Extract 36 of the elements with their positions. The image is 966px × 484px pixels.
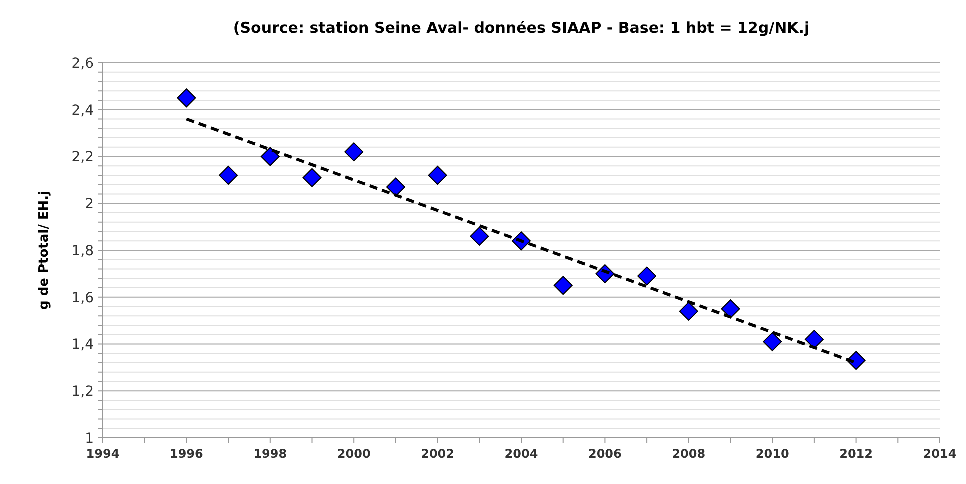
- y-tick-label: 2,4: [72, 102, 94, 119]
- y-tick-label: 1,4: [72, 337, 94, 354]
- x-tick-label: 2006: [588, 447, 622, 461]
- x-tick-label: 2002: [421, 447, 455, 461]
- y-tick-label: 1: [85, 430, 94, 447]
- point: [804, 330, 824, 350]
- x-tick-label: 2004: [504, 447, 538, 461]
- point: [386, 178, 406, 197]
- x-tick-label: 2012: [840, 447, 874, 461]
- x-tick-label: 1998: [254, 447, 288, 461]
- chart-title: (Source: station Seine Aval- données SIAAP - Base: 1 hbt = 12g/NK.j: [233, 19, 810, 37]
- x-tick-label: 2000: [337, 447, 371, 461]
- point: [721, 300, 740, 319]
- point: [554, 276, 573, 296]
- point: [344, 142, 364, 162]
- y-axis-title: g de Ptotal/ EH.j: [37, 190, 52, 310]
- point: [638, 266, 657, 286]
- y-tick-label: 2: [85, 196, 94, 213]
- y-tick-label: 1,2: [72, 384, 94, 400]
- point: [679, 302, 698, 321]
- x-tick-label: 1994: [86, 447, 120, 461]
- point: [428, 166, 448, 185]
- point: [177, 88, 196, 108]
- point: [470, 226, 490, 246]
- y-tick-label: 1,8: [72, 243, 94, 260]
- point: [763, 332, 782, 352]
- x-tick-label: 2014: [923, 447, 957, 461]
- x-tick-label: 1996: [170, 447, 204, 461]
- y-tick-label: 2,6: [72, 56, 94, 72]
- point: [260, 147, 280, 166]
- x-tick-label: 2008: [672, 447, 706, 461]
- x-tick-label: 2010: [756, 447, 790, 461]
- point: [302, 168, 322, 188]
- y-tick-label: 2,2: [72, 150, 94, 166]
- point: [219, 166, 238, 185]
- y-tick-label: 1,6: [72, 290, 94, 306]
